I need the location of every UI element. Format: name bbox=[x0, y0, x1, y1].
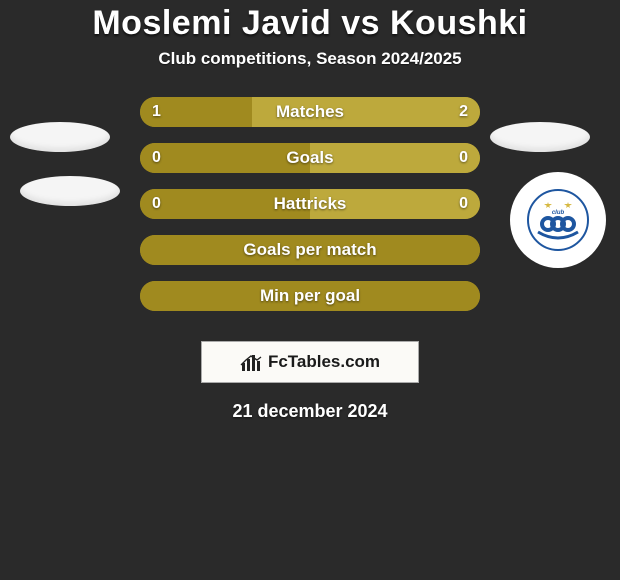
bar-chart-icon bbox=[240, 351, 262, 373]
brand-label: FcTables.com bbox=[268, 352, 380, 372]
stat-bar: 0 Hattricks 0 bbox=[140, 189, 480, 219]
stat-bar-left bbox=[140, 143, 310, 173]
stat-row: 0 Goals 0 bbox=[0, 143, 620, 189]
stat-bar: 1 Matches 2 bbox=[140, 97, 480, 127]
stat-value-right: 2 bbox=[459, 97, 468, 127]
stat-bar-left bbox=[140, 281, 480, 311]
stat-value-left: 0 bbox=[152, 143, 161, 173]
brand-box: FcTables.com bbox=[201, 341, 419, 383]
stat-row: 0 Hattricks 0 bbox=[0, 189, 620, 235]
page-subtitle: Club competitions, Season 2024/2025 bbox=[0, 49, 620, 97]
stat-value-left: 1 bbox=[152, 97, 161, 127]
stat-bar: Goals per match bbox=[140, 235, 480, 265]
stat-value-right: 0 bbox=[459, 143, 468, 173]
stat-bar-left bbox=[140, 189, 310, 219]
stat-value-left: 0 bbox=[152, 189, 161, 219]
stat-row: 1 Matches 2 bbox=[0, 97, 620, 143]
page-title: Moslemi Javid vs Koushki bbox=[0, 0, 620, 49]
stat-rows: 1 Matches 2 0 Goals 0 0 Hattricks 0 bbox=[0, 97, 620, 327]
stat-bar-right bbox=[252, 97, 480, 127]
date-label: 21 december 2024 bbox=[0, 383, 620, 422]
stat-row: Min per goal bbox=[0, 281, 620, 327]
stat-bar-left bbox=[140, 235, 480, 265]
infographic-container: Moslemi Javid vs Koushki Club competitio… bbox=[0, 0, 620, 422]
stat-bar: 0 Goals 0 bbox=[140, 143, 480, 173]
stat-row: Goals per match bbox=[0, 235, 620, 281]
stat-bar-right bbox=[310, 189, 480, 219]
stat-value-right: 0 bbox=[459, 189, 468, 219]
stat-bar: Min per goal bbox=[140, 281, 480, 311]
stat-bar-right bbox=[310, 143, 480, 173]
